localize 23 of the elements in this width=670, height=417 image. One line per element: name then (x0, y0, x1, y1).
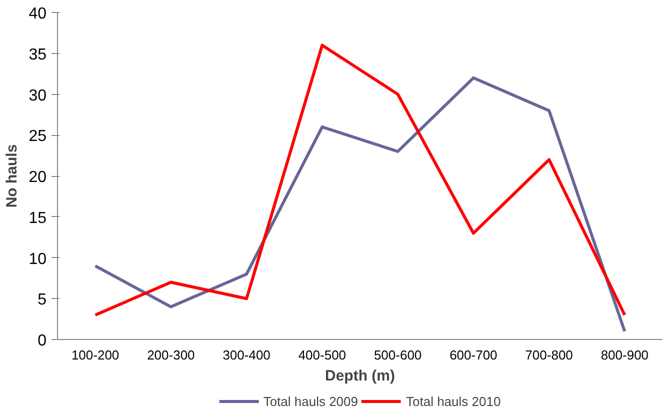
line-series (94, 76, 626, 333)
y-tick-label: 30 (28, 87, 47, 104)
x-tick-label: 500-600 (374, 348, 422, 362)
y-tick-label: 40 (28, 6, 47, 22)
x-axis-title: Depth (m) (325, 368, 396, 384)
x-tick-label: 200-300 (147, 348, 195, 362)
x-tick-label: 600-700 (450, 348, 498, 362)
y-tick-label: 20 (28, 169, 47, 186)
legend-label: Total hauls 2010 (406, 394, 501, 408)
legend-label: Total hauls 2009 (263, 394, 358, 408)
y-tick-label: 25 (28, 128, 47, 146)
x-tick-label: 700-800 (525, 348, 573, 362)
x-tick-label: 400-500 (298, 348, 346, 362)
y-axis-title: No hauls (4, 144, 21, 208)
y-tick-label: 10 (28, 250, 47, 268)
x-tick-label: 100-200 (71, 348, 120, 362)
y-tick-label: 35 (28, 46, 47, 64)
y-tick-label: 15 (28, 210, 47, 227)
x-tick-label: 800-900 (600, 348, 649, 362)
y-tick-label: 0 (38, 332, 47, 350)
x-tick-label: 300-400 (222, 348, 270, 362)
line-series (94, 44, 626, 316)
y-tick-label: 5 (38, 292, 47, 309)
